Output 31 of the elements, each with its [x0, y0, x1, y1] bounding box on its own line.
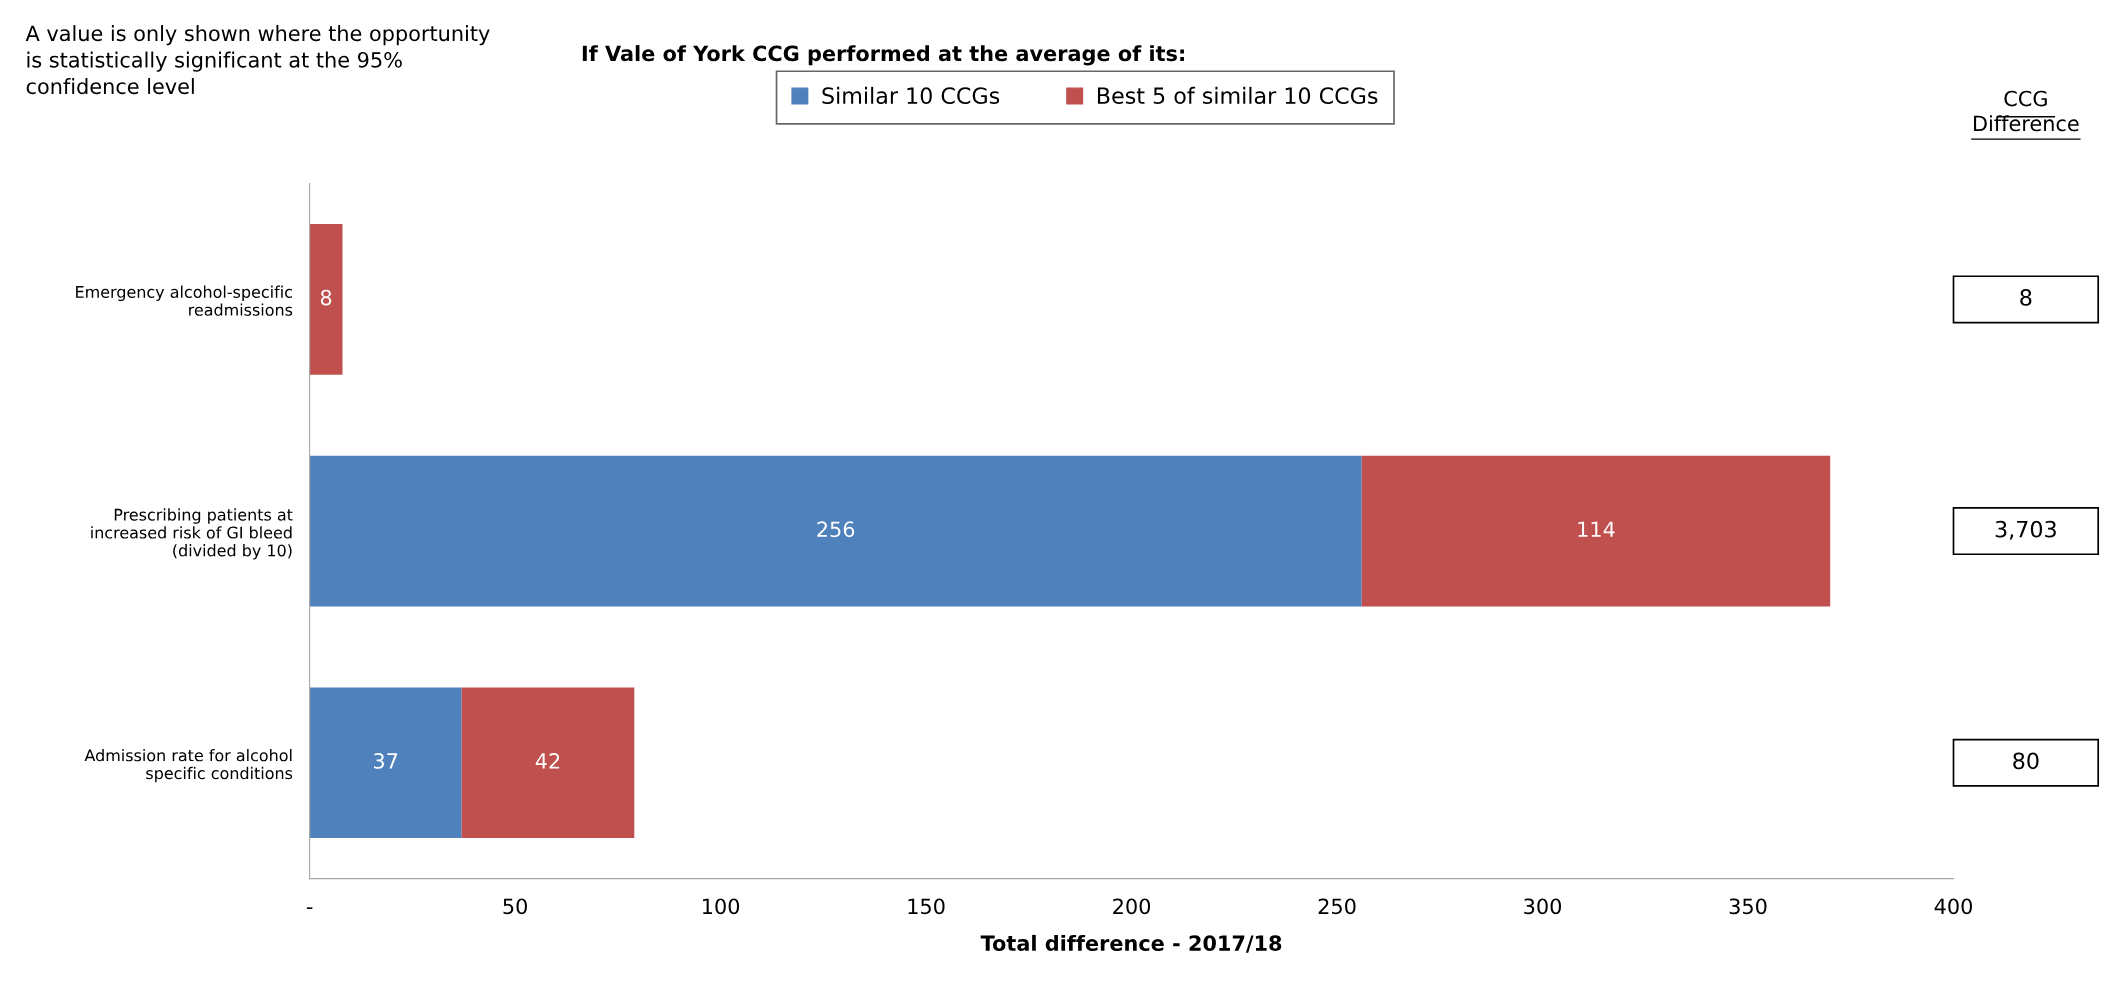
bar	[309, 687, 462, 839]
x-tick-label: 200	[1113, 898, 1151, 915]
bar	[309, 224, 343, 375]
legend-label: Best 5 of similar 10 CCGs	[1097, 86, 1378, 105]
bar	[1361, 455, 1831, 607]
x-tick-label: 250	[1318, 898, 1356, 915]
y-tick-label: Emergency alcohol-specific readmissions	[76, 285, 293, 316]
bar	[461, 687, 635, 839]
y-tick-label: Prescribing patients at increased risk of GI bleed (divided by 10)	[91, 508, 293, 560]
bar	[309, 455, 1362, 607]
text: A value is only shown where the opportunity is statistically significant at the 95% confidence level	[25, 25, 490, 95]
data-label: 37	[373, 753, 398, 769]
x-tick-label: -	[306, 907, 313, 910]
x-tick-label: 50	[503, 898, 527, 915]
text: 8	[2020, 289, 2032, 306]
x-tick-label: 350	[1729, 898, 1767, 915]
text: CCG Difference	[1974, 90, 2079, 132]
y-tick-label: Admission rate for alcohol specific conditions	[84, 748, 293, 783]
x-tick-label: 300	[1524, 898, 1562, 915]
x-tick-label: 100	[703, 898, 740, 915]
x-tick-label: 400	[1934, 898, 1972, 915]
x-tick-label: 150	[908, 898, 945, 915]
text: 80	[2013, 752, 2039, 770]
x-axis-title: Total difference - 2017/18	[980, 934, 1282, 953]
text: 3,703	[1995, 520, 2056, 540]
data-label: 256	[817, 521, 855, 538]
data-label: 42	[535, 753, 560, 769]
data-label: 114	[1578, 521, 1615, 537]
chart-title: If Vale of York CCG performed at the average of its:	[582, 45, 1184, 66]
legend-label: Similar 10 CCGs	[822, 86, 1000, 105]
data-label: 8	[320, 289, 332, 306]
